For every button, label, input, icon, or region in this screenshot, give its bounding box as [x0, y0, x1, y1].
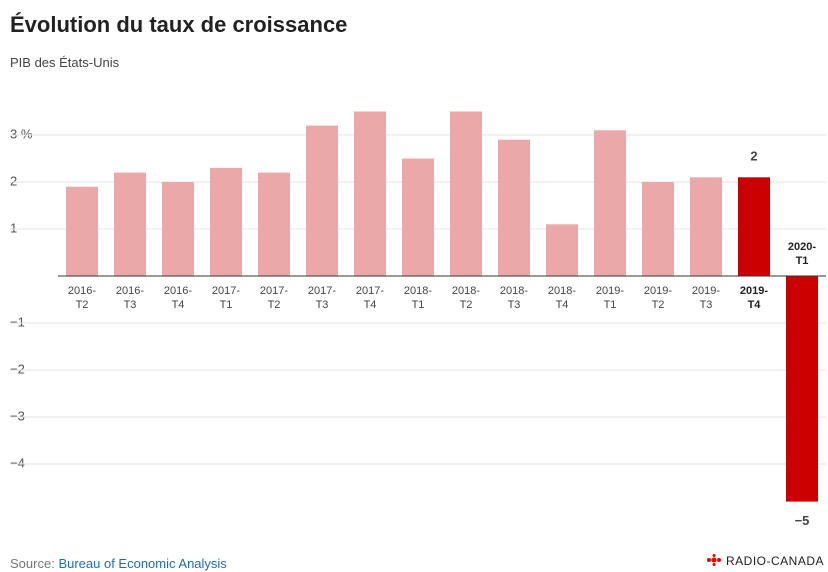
bar [498, 139, 530, 276]
x-tick-label: 2019-T3 [691, 285, 721, 311]
source: Source: Bureau of Economic Analysis [10, 556, 227, 571]
bar [546, 224, 578, 276]
bar [306, 125, 338, 276]
y-tick-label: 2 [10, 173, 17, 188]
y-tick-label: 1 [10, 220, 17, 235]
bar [738, 177, 770, 276]
source-link[interactable]: Bureau of Economic Analysis [58, 556, 227, 571]
y-tick-label: −2 [10, 361, 25, 376]
x-tick-label: 2018-T1 [403, 285, 433, 311]
bar [162, 182, 194, 276]
y-tick-label: −3 [10, 408, 25, 423]
chart-title: Évolution du taux de croissance [10, 12, 348, 37]
bar [258, 172, 290, 276]
bar [114, 172, 146, 276]
bar [594, 130, 626, 276]
logo-icon [706, 554, 721, 566]
value-label: 2 [750, 149, 757, 164]
x-tick-label: 2019-T2 [643, 285, 673, 311]
logo: RADIO-CANADA [706, 554, 824, 568]
x-tick-label: 2016-T4 [163, 285, 193, 311]
bar [402, 158, 434, 276]
x-tick-label: 2017-T3 [307, 285, 337, 311]
y-tick-label: −4 [10, 455, 25, 470]
y-tick-label: −1 [10, 314, 25, 329]
x-tick-label: 2017-T2 [259, 285, 289, 311]
source-label: Source: [10, 556, 55, 571]
x-tick-label: 2016-T2 [67, 285, 97, 311]
bar [642, 182, 674, 276]
logo-text: RADIO-CANADA [725, 554, 824, 568]
bar [66, 186, 98, 276]
y-tick-label: 3 % [10, 126, 33, 141]
bar [786, 276, 818, 502]
value-label: −5 [795, 513, 810, 528]
bar [450, 111, 482, 276]
x-tick-label: 2017-T1 [211, 285, 241, 311]
x-tick-label: 2018-T3 [499, 285, 529, 311]
x-tick-label: 2020-T1 [787, 241, 817, 267]
x-tick-label: 2017-T4 [355, 285, 385, 311]
x-tick-label: 2019-T4 [739, 285, 769, 311]
bar [690, 177, 722, 276]
x-tick-label: 2019-T1 [595, 285, 625, 311]
x-tick-label: 2018-T2 [451, 285, 481, 311]
bar [210, 167, 242, 276]
chart-subtitle: PIB des États-Unis [10, 55, 120, 70]
bar [354, 111, 386, 276]
x-tick-label: 2016-T3 [115, 285, 145, 311]
x-tick-label: 2018-T4 [547, 285, 577, 311]
